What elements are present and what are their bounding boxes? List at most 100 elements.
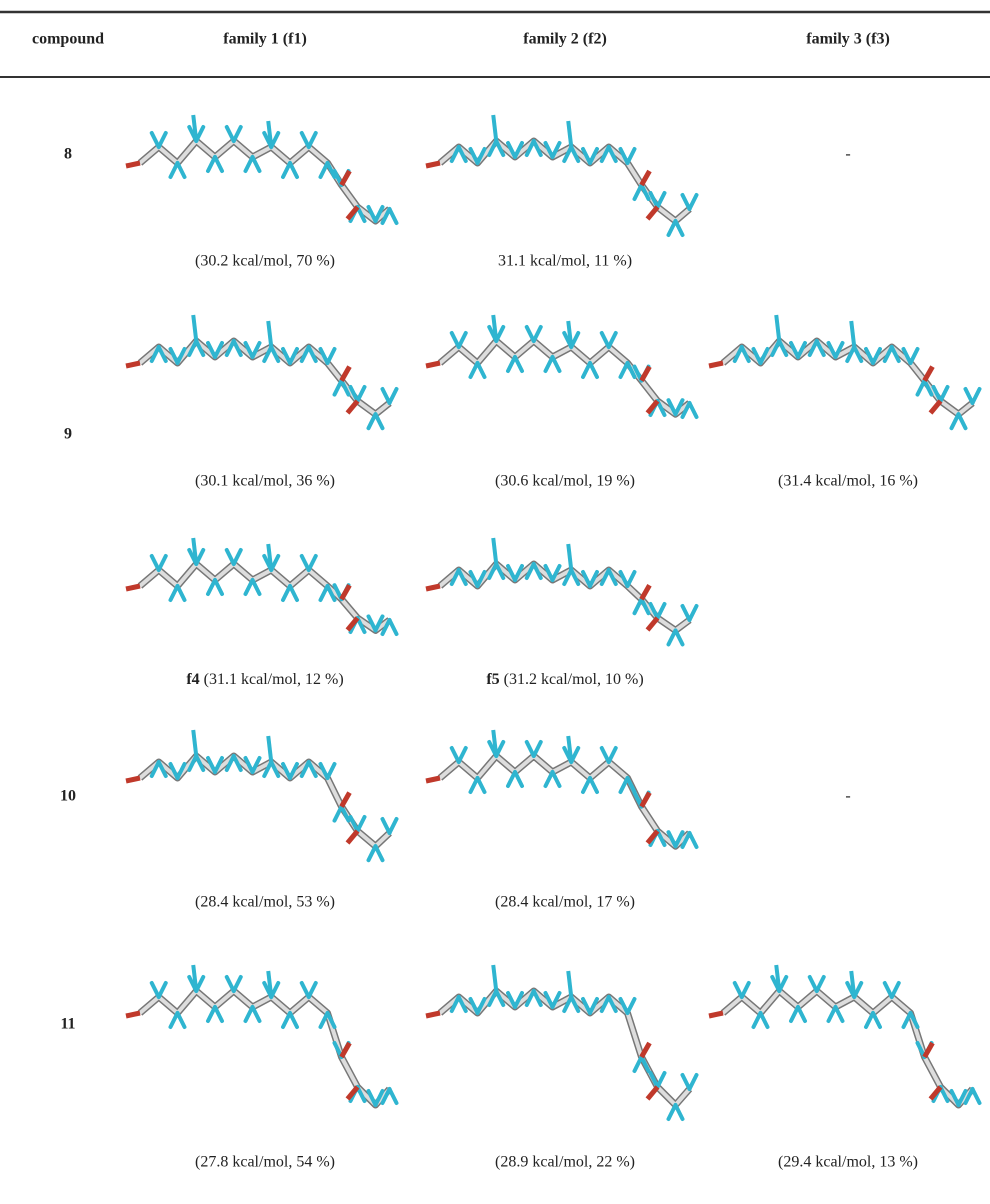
hydrogen xyxy=(817,977,824,991)
molecule xyxy=(126,538,397,634)
hydrogen xyxy=(358,387,365,401)
hydrogen xyxy=(234,550,241,564)
hydrogen xyxy=(658,604,665,618)
hydrogen xyxy=(309,133,316,147)
hydrogen xyxy=(761,1013,768,1027)
molecule xyxy=(126,730,397,860)
hydrogen xyxy=(676,221,683,235)
methyl xyxy=(493,965,496,991)
hydrogen xyxy=(676,630,683,644)
hydrogen xyxy=(892,983,899,997)
oxygen xyxy=(709,1013,723,1016)
methyl xyxy=(776,315,779,341)
bond xyxy=(440,756,690,846)
bond-outline xyxy=(723,991,973,1105)
hydrogen xyxy=(798,1007,805,1021)
caption: (27.8 kcal/mol, 54 %) xyxy=(195,1154,335,1171)
oxygen xyxy=(648,1087,658,1099)
hydrogen xyxy=(628,149,635,163)
oxygen xyxy=(348,831,358,843)
hydrogen xyxy=(742,983,749,997)
caption: (28.4 kcal/mol, 17 %) xyxy=(495,894,635,911)
molecule xyxy=(126,965,397,1105)
bond xyxy=(140,756,390,846)
oxygen xyxy=(426,363,440,366)
empty-marker: - xyxy=(845,146,850,163)
hydrogen xyxy=(328,764,335,778)
methyl xyxy=(568,121,571,147)
hydrogen xyxy=(215,157,222,171)
molecule xyxy=(426,315,697,417)
hydrogen xyxy=(973,389,980,403)
bond xyxy=(723,341,973,414)
hydrogen xyxy=(309,556,316,570)
hydrogen xyxy=(676,1105,683,1119)
oxygen xyxy=(648,207,658,219)
oxygen xyxy=(426,163,440,166)
hydrogen xyxy=(215,1007,222,1021)
hydrogen xyxy=(459,748,466,762)
column-header: family 2 (f2) xyxy=(523,31,607,48)
molecule xyxy=(126,115,397,223)
hydrogen xyxy=(178,1013,185,1027)
caption: f4(31.1 kcal/mol, 12 %) xyxy=(186,671,343,688)
bond xyxy=(440,341,690,414)
compound-label: 8 xyxy=(64,146,72,163)
molecule xyxy=(709,965,980,1105)
column-header: family 3 (f3) xyxy=(806,31,890,48)
oxygen xyxy=(642,1043,650,1057)
hydrogen xyxy=(234,977,241,991)
bond-outline xyxy=(140,991,390,1105)
hydrogen xyxy=(690,1075,697,1089)
caption: f5(31.2 kcal/mol, 10 %) xyxy=(486,671,643,688)
oxygen xyxy=(126,163,140,166)
hydrogen xyxy=(911,349,918,363)
compound-label: 10 xyxy=(60,788,76,805)
hydrogen xyxy=(873,1013,880,1027)
oxygen xyxy=(342,367,350,381)
hydrogen xyxy=(959,414,966,428)
oxygen xyxy=(642,585,650,599)
oxygen xyxy=(342,585,350,599)
methyl xyxy=(493,115,496,141)
oxygen xyxy=(126,586,140,589)
hydrogen xyxy=(690,403,697,417)
hydrogen xyxy=(159,983,166,997)
molecule xyxy=(426,965,697,1119)
oxygen xyxy=(342,793,350,807)
hydrogen xyxy=(690,195,697,209)
oxygen xyxy=(342,171,350,185)
oxygen xyxy=(648,618,658,630)
bond-outline xyxy=(440,756,690,846)
oxygen xyxy=(642,793,650,807)
hydrogen xyxy=(628,572,635,586)
caption: 31.1 kcal/mol, 11 %) xyxy=(498,253,632,270)
hydrogen xyxy=(390,620,397,634)
molecule xyxy=(426,115,697,235)
hydrogen xyxy=(973,1089,980,1103)
caption: (29.4 kcal/mol, 13 %) xyxy=(778,1154,918,1171)
oxygen xyxy=(925,1043,933,1057)
bond-outline xyxy=(440,141,690,221)
oxygen xyxy=(126,1013,140,1016)
oxygen xyxy=(426,586,440,589)
oxygen xyxy=(925,367,933,381)
molecule xyxy=(426,730,697,847)
oxygen xyxy=(342,1043,350,1057)
molecule xyxy=(709,315,980,428)
hydrogen xyxy=(390,1089,397,1103)
hydrogen xyxy=(234,127,241,141)
methyl xyxy=(493,538,496,564)
hydrogen xyxy=(290,1013,297,1027)
compound-label: 9 xyxy=(64,426,72,443)
oxygen xyxy=(126,363,140,366)
caption: (30.2 kcal/mol, 70 %) xyxy=(195,253,335,270)
bond xyxy=(140,341,390,414)
hydrogen xyxy=(590,778,597,792)
caption: (30.6 kcal/mol, 19 %) xyxy=(495,473,635,490)
caption: (28.9 kcal/mol, 22 %) xyxy=(495,1154,635,1171)
hydrogen xyxy=(309,983,316,997)
molecule xyxy=(126,315,397,428)
methyl xyxy=(568,544,571,570)
empty-marker: - xyxy=(845,788,850,805)
